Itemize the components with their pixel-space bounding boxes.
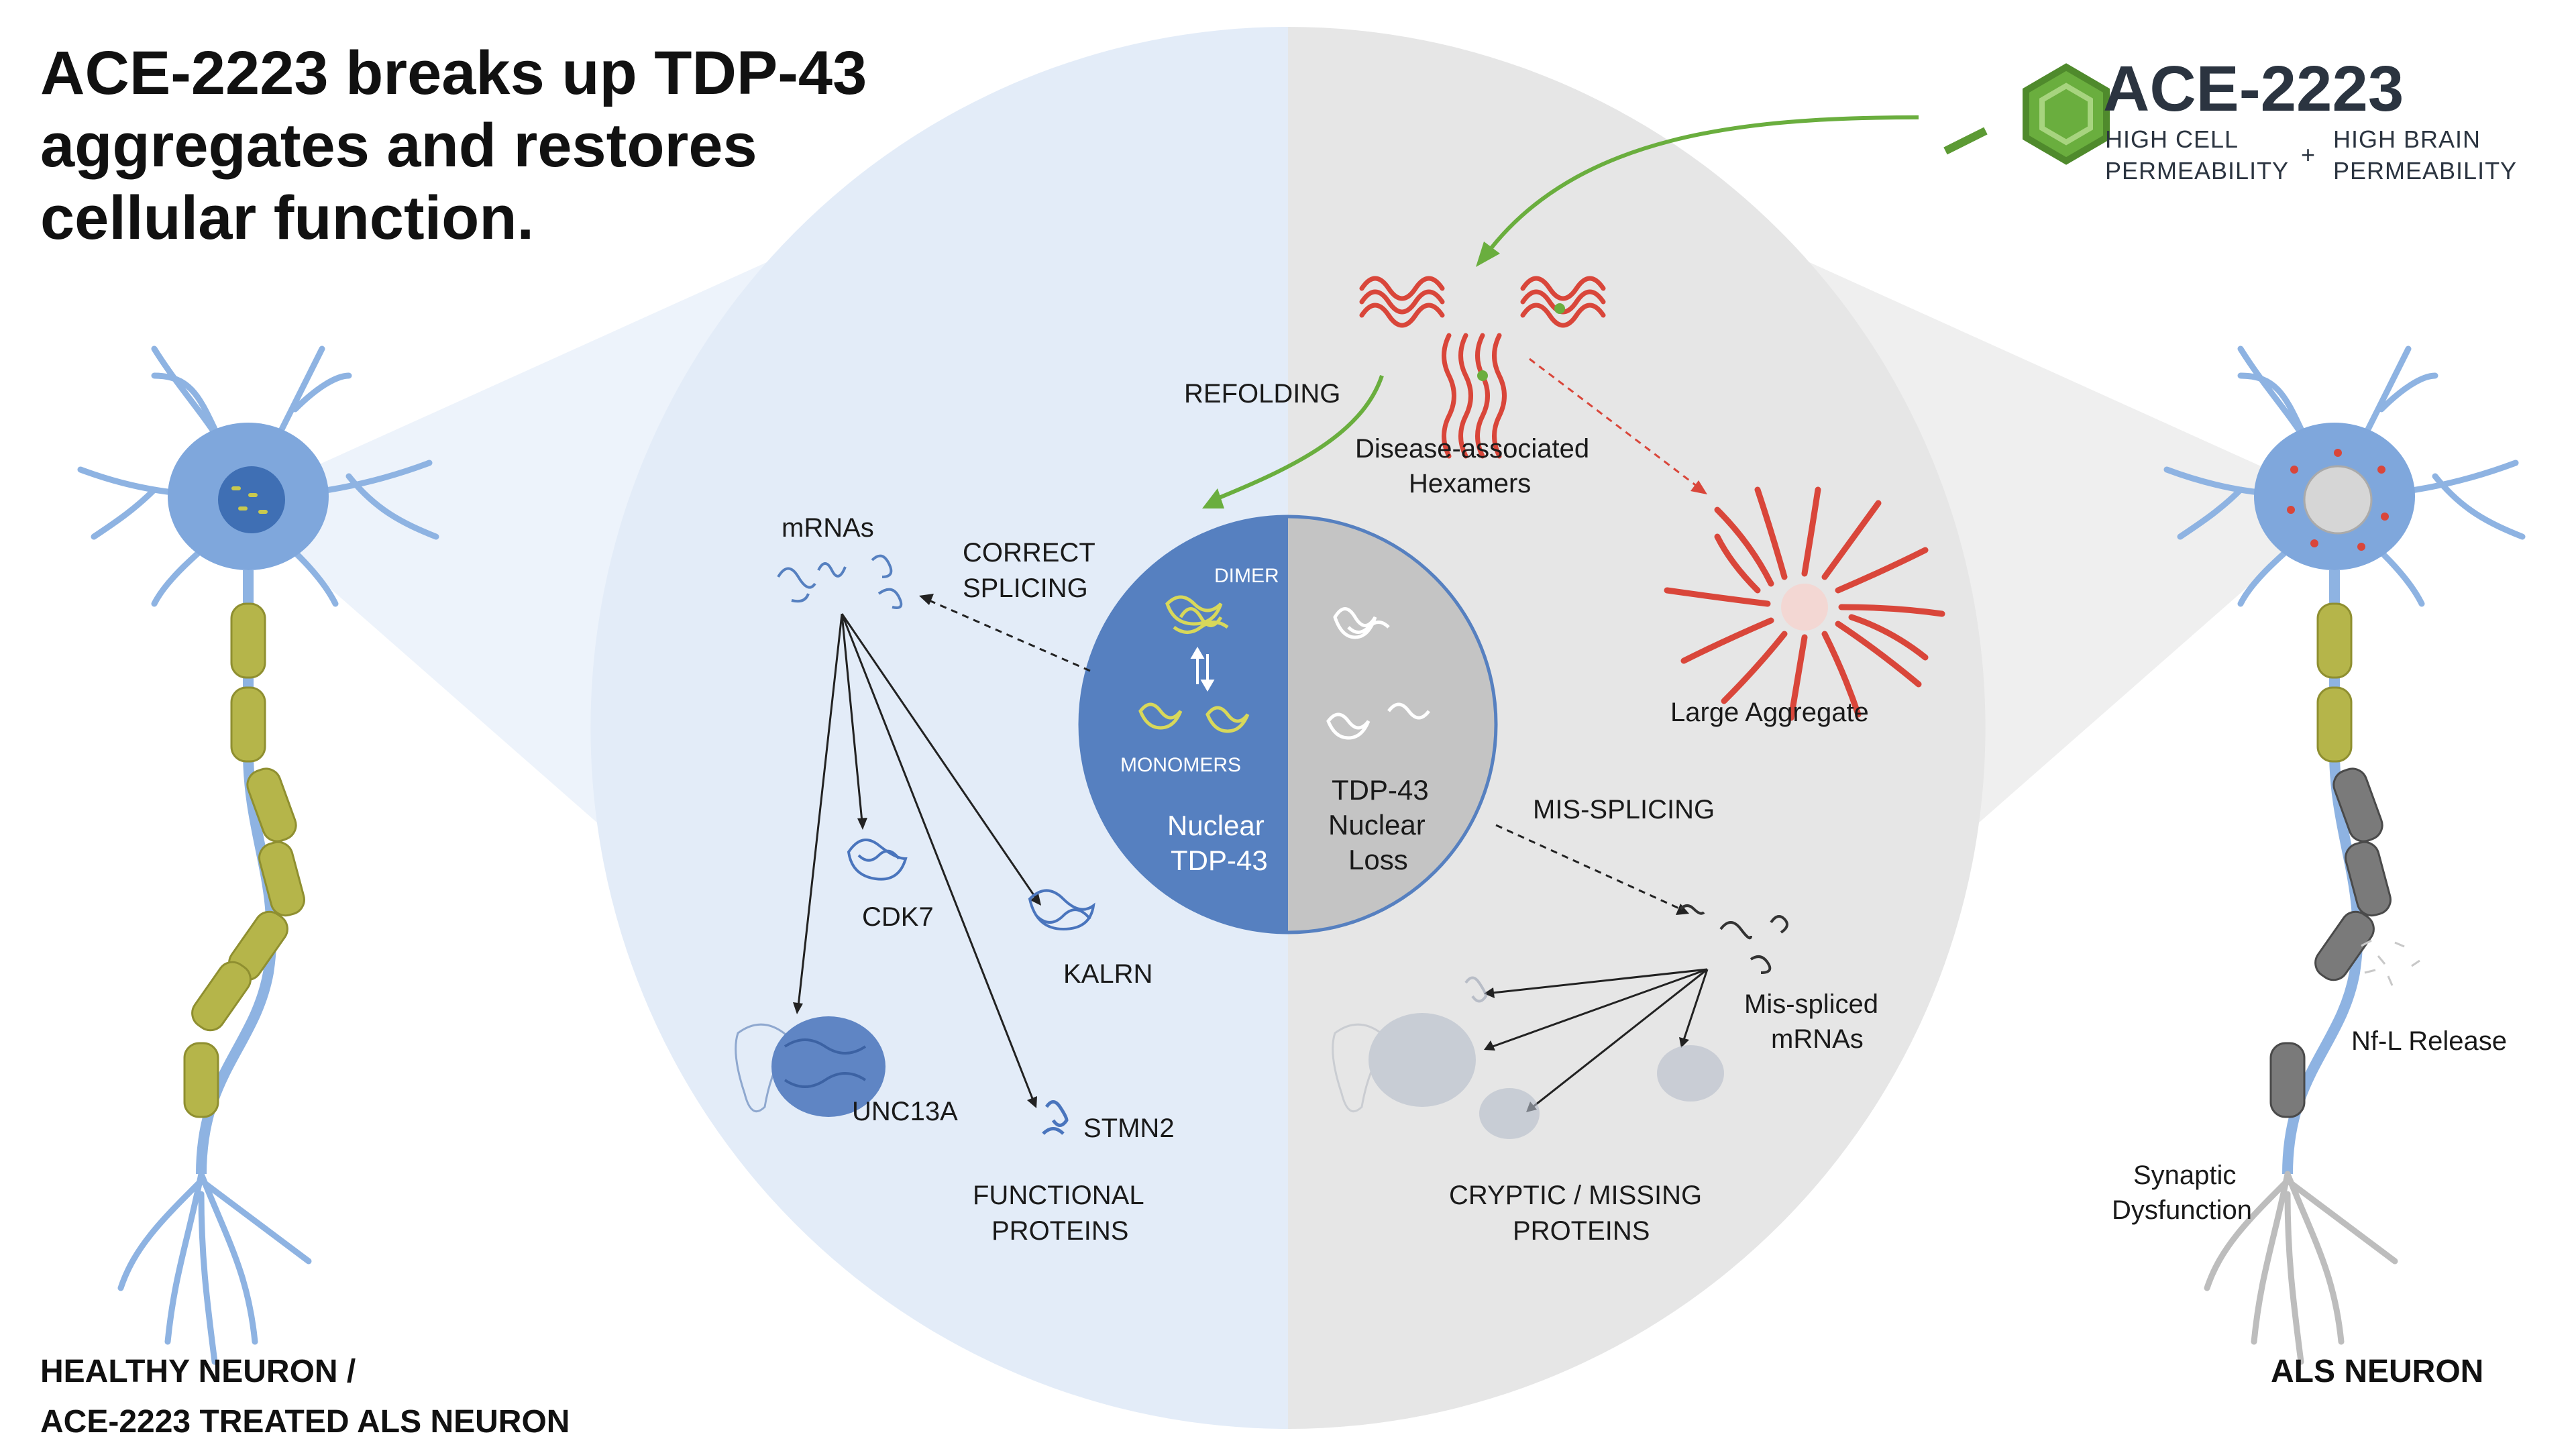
nucleus-healthy-half xyxy=(1080,517,1288,932)
depleted-tdp43-icon xyxy=(1326,607,1430,740)
loss-label-line-2: Nuclear xyxy=(1328,809,1426,841)
feature-1-line-2: PERMEABILITY xyxy=(2105,157,2289,184)
hexamer-drug-dot xyxy=(1477,370,1488,381)
large-aggregate-icon xyxy=(1664,486,1945,721)
mis-splicing-arrow xyxy=(1495,824,1681,910)
hexamers-label-line-1: Disease-associated xyxy=(1355,434,1589,464)
unc13a-label: UNC13A xyxy=(852,1097,958,1126)
tdp43-monomers-icon xyxy=(1138,702,1250,733)
mis-splicing-label: MIS-SPLICING xyxy=(1533,795,1715,824)
functional-proteins-line-2: PROTEINS xyxy=(991,1216,1128,1246)
loss-label-line-3: Loss xyxy=(1348,844,1408,875)
cryptic-proteins-icon xyxy=(1332,976,1724,1139)
healthy-caption-line-1: HEALTHY NEURON / xyxy=(40,1354,356,1389)
translation-arrows xyxy=(797,613,1038,1101)
cryptic-proteins-line-1: CRYPTIC / MISSING xyxy=(1449,1181,1702,1210)
mis-spliced-line-1: Mis-spliced xyxy=(1744,989,1878,1019)
correct-splicing-arrow-head xyxy=(919,594,934,605)
nfl-release-label: Nf-L Release xyxy=(2351,1026,2507,1056)
mrna-strands-icon xyxy=(777,554,903,609)
drug-arrow xyxy=(1484,115,1919,256)
cdk7-protein-icon xyxy=(847,839,908,881)
als-neuron-icon xyxy=(2163,345,2526,1365)
cdk7-label: CDK7 xyxy=(862,902,934,932)
kalrn-label: KALRN xyxy=(1063,959,1152,989)
drug-name: ACE-2223 xyxy=(2103,53,2404,125)
nucleus-disease-half xyxy=(1288,517,1496,932)
cryptic-proteins-line-2: PROTEINS xyxy=(1513,1216,1650,1246)
mis-splicing-arrow-head xyxy=(1676,904,1689,915)
feature-1-line-1: HIGH CELL xyxy=(2105,125,2239,153)
kalrn-protein-icon xyxy=(1028,889,1095,931)
loss-label-line-1: TDP-43 xyxy=(1332,774,1429,806)
synaptic-dysfunction-line-2: Dysfunction xyxy=(2112,1195,2252,1225)
mis-spliced-mrna-icon xyxy=(1679,904,1788,974)
translation-arrow-heads xyxy=(793,818,1041,1108)
healthy-caption-line-2: ACE-2223 TREATED ALS NEURON xyxy=(40,1404,570,1440)
healthy-neuron-icon xyxy=(77,345,439,1365)
dimer-label: DIMER xyxy=(1214,565,1279,587)
aggregate-core xyxy=(1781,584,1828,631)
mis-spliced-line-2: mRNAs xyxy=(1771,1024,1864,1054)
nucleus-outline xyxy=(1078,515,1498,934)
correct-splicing-line-2: SPLICING xyxy=(963,574,1088,603)
aggregation-arrow-head xyxy=(1690,480,1707,494)
title-line-1: ACE-2223 breaks up TDP-43 xyxy=(40,39,867,107)
refolding-arrow xyxy=(1213,375,1384,502)
functional-proteins-line-1: FUNCTIONAL xyxy=(973,1181,1144,1210)
aggregation-dashed-arrow xyxy=(1529,358,1698,488)
unc13a-protein-icon xyxy=(735,1016,885,1117)
healthy-half-circle xyxy=(590,27,1288,1429)
feature-2-line-2: PERMEABILITY xyxy=(2333,157,2517,184)
tdp43-dimer-icon xyxy=(1165,595,1229,634)
refolding-arrow-head xyxy=(1202,488,1224,508)
stmn2-protein-icon xyxy=(1042,1100,1069,1135)
drug-hexagon-icon xyxy=(1943,63,2110,165)
title-line-3: cellular function. xyxy=(40,184,534,252)
synaptic-dysfunction-line-1: Synaptic xyxy=(2133,1161,2236,1190)
correct-splicing-line-1: CORRECT xyxy=(963,538,1095,568)
nuclear-label-line-1: Nuclear xyxy=(1167,810,1265,841)
title-line-2: aggregates and restores xyxy=(40,111,757,180)
mis-translation-arrows xyxy=(1492,968,1709,1108)
large-aggregate-label: Large Aggregate xyxy=(1670,698,1869,727)
feature-2-line-1: HIGH BRAIN xyxy=(2333,125,2481,153)
hexamers-label-line-2: Hexamers xyxy=(1409,469,1531,498)
hexamer-drug-dot-2 xyxy=(1554,303,1565,314)
monomers-label: MONOMERS xyxy=(1120,754,1241,776)
stmn2-label: STMN2 xyxy=(1083,1114,1175,1143)
nuclear-label-line-2: TDP-43 xyxy=(1171,845,1268,876)
mrnas-label: mRNAs xyxy=(782,513,874,543)
equilibrium-arrows-icon xyxy=(1190,647,1215,692)
refolding-label: REFOLDING xyxy=(1184,379,1340,409)
als-caption: ALS NEURON xyxy=(2271,1354,2483,1389)
plus-sign: + xyxy=(2301,141,2316,168)
drug-arrow-head xyxy=(1476,241,1500,267)
correct-splicing-arrow xyxy=(928,599,1091,672)
